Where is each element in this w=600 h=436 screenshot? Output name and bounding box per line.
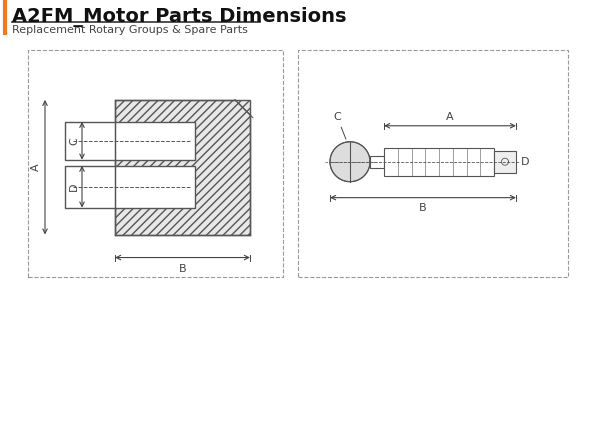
Bar [384,148,494,176]
Text: B: B [419,203,427,213]
Text: B: B [179,263,187,273]
Text: SUPER HYDRAULICS: SUPER HYDRAULICS [24,395,290,420]
Text: D: D [69,182,79,191]
Text: E-mail: sales@super-hyd.com: E-mail: sales@super-hyd.com [360,401,535,414]
Bar [298,50,568,276]
Bar [28,50,283,276]
Bar [115,100,250,235]
Text: D: D [521,157,530,167]
Bar [370,156,384,168]
Text: A: A [446,112,454,122]
Bar [65,122,195,160]
Polygon shape [330,142,370,182]
Text: A: A [31,164,41,171]
Bar [494,151,516,173]
Text: A2FM_Motor Parts Dimensions: A2FM_Motor Parts Dimensions [12,7,347,27]
Text: C: C [333,112,346,139]
Text: C: C [69,137,79,145]
Text: Replacement Rotary Groups & Spare Parts: Replacement Rotary Groups & Spare Parts [12,25,248,35]
Bar [65,166,195,208]
